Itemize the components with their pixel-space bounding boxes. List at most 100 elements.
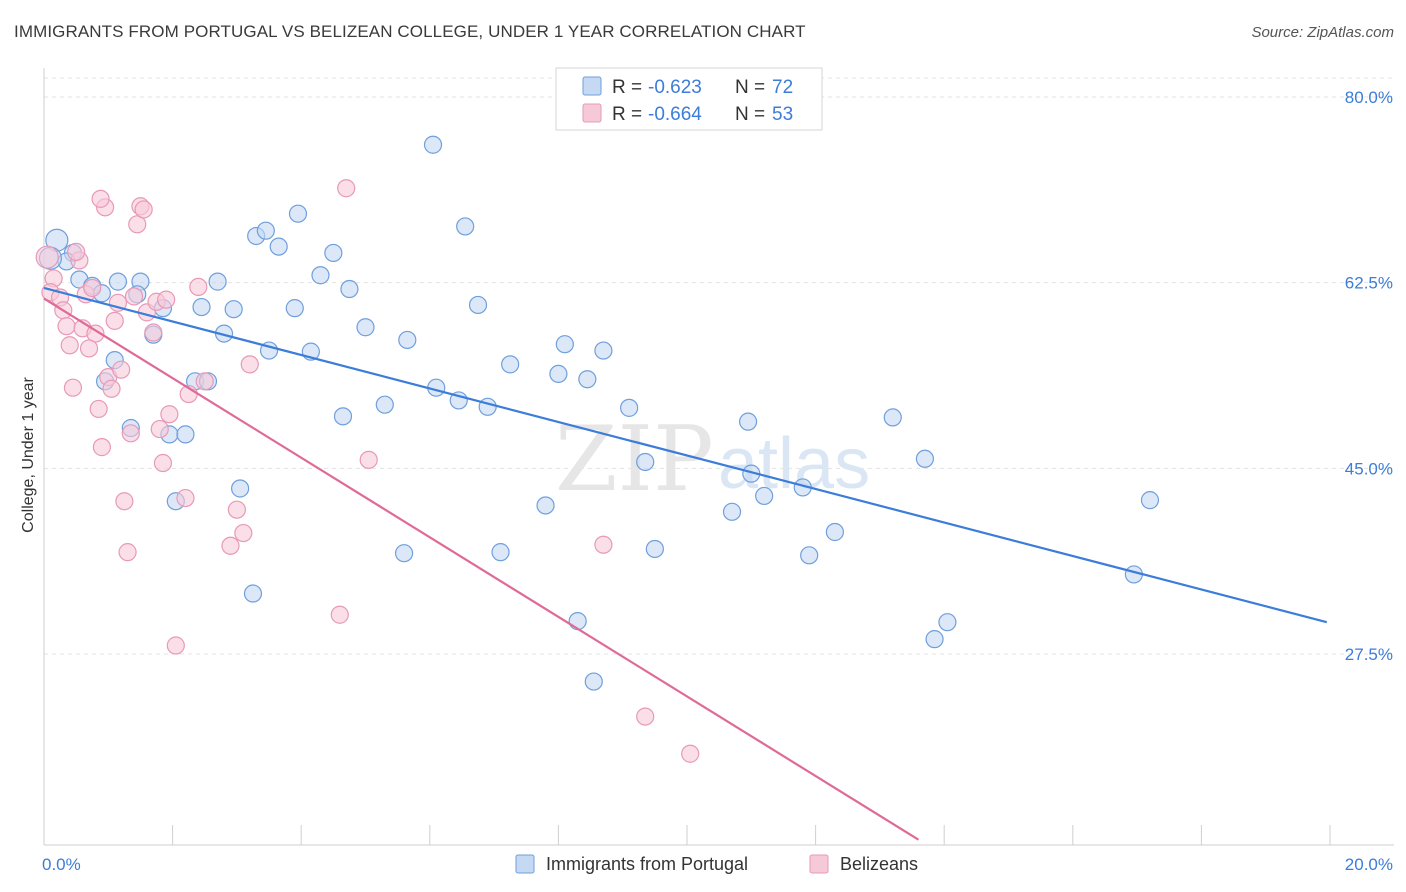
x-tick-label-0: 0.0% <box>42 855 81 874</box>
legend-n-value-1: 72 <box>772 77 793 98</box>
point-belizean-23 <box>112 360 131 379</box>
point-belizean-48 <box>337 179 356 198</box>
point-portugal-36 <box>356 318 375 337</box>
point-belizean-20 <box>102 379 121 398</box>
point-belizean-24 <box>115 492 134 511</box>
point-portugal-35 <box>340 279 359 299</box>
point-belizean-50 <box>594 535 613 554</box>
y-axis-label: College, Under 1 year <box>20 377 37 533</box>
legend-n-value-2: 53 <box>772 104 793 125</box>
point-belizean-49 <box>359 450 378 469</box>
point-belizean-15 <box>89 399 108 419</box>
point-portugal-48 <box>536 496 555 515</box>
point-portugal-43 <box>456 217 475 236</box>
point-portugal-33 <box>324 243 343 263</box>
bottom-legend-swatch-blue <box>515 854 535 874</box>
chart-title: IMMIGRANTS FROM PORTUGAL VS BELIZEAN COL… <box>14 22 806 41</box>
point-belizean-14 <box>79 339 99 358</box>
point-portugal-19 <box>192 297 211 317</box>
legend-n-label-2: N = <box>735 104 765 125</box>
legend-r-label-1: R = <box>612 77 642 98</box>
point-portugal-47 <box>501 355 520 374</box>
point-belizean-30 <box>134 200 153 219</box>
bottom-legend-label-portugal: Immigrants from Portugal <box>546 854 748 874</box>
trendline-portugal <box>43 286 1328 624</box>
point-portugal-44 <box>468 295 488 315</box>
point-belizean-51 <box>636 707 655 726</box>
point-portugal-51 <box>568 612 587 631</box>
watermark-zip: ZIP <box>555 407 714 512</box>
point-belizean-5 <box>57 317 76 336</box>
point-belizean-36 <box>157 290 176 309</box>
point-belizean-39 <box>176 488 195 508</box>
point-belizean-41 <box>189 277 208 297</box>
y-tick-label-1: 45.0% <box>1345 459 1393 478</box>
point-belizean-42 <box>195 372 214 391</box>
point-portugal-66 <box>925 630 944 649</box>
point-belizean-7 <box>63 378 83 397</box>
point-portugal-67 <box>938 613 957 632</box>
point-belizean-27 <box>124 287 144 306</box>
point-portugal-55 <box>620 398 639 417</box>
x-tick-label-1: 20.0% <box>1345 855 1393 874</box>
point-portugal-28 <box>243 584 263 603</box>
point-belizean-34 <box>150 419 169 439</box>
points-layer <box>35 135 1160 763</box>
y-tick-label-2: 62.5% <box>1345 274 1393 293</box>
point-belizean-9 <box>67 242 86 261</box>
point-portugal-23 <box>231 479 250 498</box>
y-tick-label-3: 80.0% <box>1345 88 1393 107</box>
point-portugal-58 <box>722 502 742 521</box>
bottom-legend-label-belizeans: Belizeans <box>840 854 918 874</box>
point-belizean-32 <box>144 323 163 342</box>
point-portugal-70 <box>1140 491 1160 510</box>
legend-n-label-1: N = <box>735 77 765 98</box>
point-belizean-21 <box>105 311 124 330</box>
point-portugal-30 <box>288 204 308 223</box>
point-belizean-25 <box>118 543 137 562</box>
point-portugal-6 <box>108 272 128 291</box>
point-portugal-50 <box>555 335 574 354</box>
point-belizean-6 <box>60 336 79 355</box>
point-belizean-12 <box>83 278 102 298</box>
bottom-legend-swatch-pink <box>809 854 829 874</box>
trendline-belizeans <box>43 297 920 841</box>
legend-r-value-1: -0.623 <box>648 77 702 98</box>
series-legend: Immigrants from Portugal Belizeans <box>515 854 918 874</box>
y-tick-label-0: 27.5% <box>1345 645 1393 664</box>
point-portugal-41 <box>423 135 443 154</box>
point-portugal-15 <box>176 425 195 444</box>
point-belizean-18 <box>91 189 110 208</box>
legend-r-value-2: -0.664 <box>648 104 702 125</box>
point-portugal-59 <box>738 412 758 431</box>
point-belizean-44 <box>227 500 246 519</box>
point-belizean-38 <box>166 636 185 655</box>
point-portugal-32 <box>311 266 330 285</box>
point-belizean-47 <box>330 605 349 624</box>
point-portugal-37 <box>375 395 394 414</box>
legend-swatch-blue <box>582 76 602 96</box>
point-portugal-46 <box>491 543 510 562</box>
point-portugal-49 <box>549 364 568 384</box>
watermark-atlas: atlas <box>718 424 870 504</box>
point-belizean-52 <box>681 744 700 763</box>
point-portugal-26 <box>269 237 288 256</box>
point-portugal-61 <box>755 486 774 506</box>
point-portugal-68 <box>915 449 935 468</box>
point-portugal-45 <box>478 397 497 416</box>
point-portugal-64 <box>825 522 844 542</box>
legend-r-label-2: R = <box>612 104 642 125</box>
point-portugal-53 <box>584 672 603 691</box>
axes-layer <box>43 68 1394 846</box>
point-portugal-25 <box>256 221 275 240</box>
point-portugal-54 <box>594 341 613 360</box>
point-belizean-43 <box>221 536 240 555</box>
point-portugal-57 <box>645 539 664 559</box>
point-belizean-46 <box>240 355 259 374</box>
point-belizean-35 <box>153 453 173 473</box>
point-belizean-37 <box>160 405 179 424</box>
point-belizean-16 <box>92 438 111 457</box>
trend-layer <box>43 286 1328 841</box>
point-portugal-56 <box>636 452 655 472</box>
